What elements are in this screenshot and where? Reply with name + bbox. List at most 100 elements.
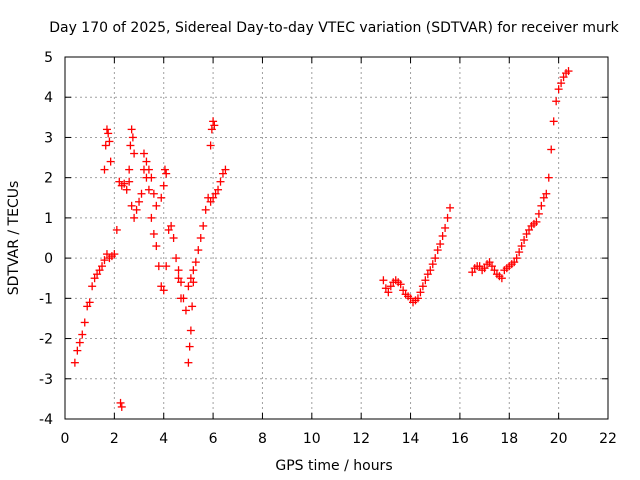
data-point <box>127 125 136 134</box>
data-point <box>468 268 477 277</box>
grid <box>65 57 608 419</box>
data-point <box>207 125 216 134</box>
y-tick-label: -1 <box>39 291 53 307</box>
data-point <box>106 157 115 166</box>
data-point <box>142 157 151 166</box>
data-point <box>216 177 225 186</box>
data-point <box>206 197 215 206</box>
data-point <box>167 221 176 230</box>
chart-title: Day 170 of 2025, Sidereal Day-to-day VTE… <box>49 20 619 36</box>
data-point <box>209 193 218 202</box>
x-tick-label: 16 <box>451 431 469 447</box>
data-point <box>147 173 156 182</box>
data-point <box>413 294 422 303</box>
data-point <box>406 294 415 303</box>
data-point <box>399 286 408 295</box>
data-point <box>185 342 194 351</box>
x-tick-label: 22 <box>599 431 617 447</box>
data-point <box>110 250 119 259</box>
data-point <box>211 189 220 198</box>
data-point <box>426 266 435 275</box>
x-tick-label: 4 <box>159 431 168 447</box>
data-point <box>128 133 137 142</box>
data-point <box>510 258 519 267</box>
data-point <box>515 248 524 257</box>
x-tick-label: 10 <box>303 431 321 447</box>
data-point <box>159 181 168 190</box>
data-point <box>438 231 447 240</box>
y-tick-label: 1 <box>44 211 53 227</box>
data-point <box>160 165 169 174</box>
y-tick-label: 0 <box>44 251 53 267</box>
data-point <box>186 326 195 335</box>
plot-frame <box>64 56 609 420</box>
data-point <box>517 242 526 251</box>
data-point <box>559 73 568 82</box>
data-point <box>480 264 489 273</box>
data-point <box>177 294 186 303</box>
data-point <box>172 254 181 263</box>
data-point <box>446 203 455 212</box>
data-point <box>112 225 121 234</box>
data-point <box>522 229 531 238</box>
data-point <box>90 274 99 283</box>
data-point <box>186 274 195 283</box>
data-point <box>144 165 153 174</box>
data-point <box>83 302 92 311</box>
data-point <box>73 346 82 355</box>
data-point <box>154 262 163 271</box>
data-point <box>196 234 205 242</box>
data-point <box>102 125 111 134</box>
data-point <box>421 276 430 285</box>
data-points <box>70 67 573 411</box>
data-point <box>117 402 126 411</box>
data-point <box>201 205 210 214</box>
data-point <box>162 262 171 271</box>
data-point <box>485 258 494 267</box>
data-point <box>443 213 452 222</box>
data-point <box>475 262 484 271</box>
data-point <box>174 266 183 275</box>
data-point <box>416 288 425 297</box>
data-point <box>116 398 125 407</box>
data-point <box>436 240 445 249</box>
data-point <box>544 173 553 182</box>
data-point <box>497 274 506 283</box>
data-point <box>177 278 186 287</box>
data-point <box>386 282 395 291</box>
data-point <box>194 246 203 255</box>
data-point <box>532 217 541 226</box>
data-point <box>428 260 437 269</box>
x-tick-label: 12 <box>352 431 370 447</box>
data-point <box>189 266 198 275</box>
data-point <box>181 306 190 315</box>
data-point <box>441 223 450 232</box>
data-point <box>520 236 529 245</box>
data-point <box>144 185 153 194</box>
data-point <box>184 282 193 291</box>
data-point <box>214 185 223 194</box>
data-point <box>418 282 427 291</box>
data-point <box>379 276 388 285</box>
y-tick-label: 2 <box>44 171 53 187</box>
data-point <box>139 149 148 158</box>
x-axis-label: GPS time / hours <box>275 458 392 474</box>
x-tick-label: 6 <box>209 431 218 447</box>
data-point <box>152 201 161 210</box>
data-point <box>120 179 129 188</box>
data-point <box>174 274 183 283</box>
data-point <box>396 280 405 289</box>
y-tick-label: -3 <box>39 372 53 388</box>
y-tick-label: 4 <box>44 90 53 106</box>
data-point <box>431 254 440 263</box>
data-point <box>433 246 442 255</box>
data-point <box>126 141 135 150</box>
data-point <box>105 137 114 146</box>
data-point <box>564 67 573 76</box>
data-point <box>547 145 556 154</box>
data-point <box>104 129 113 138</box>
data-point <box>93 270 102 279</box>
data-point <box>512 254 521 263</box>
data-point <box>80 318 89 327</box>
data-point <box>157 193 166 202</box>
